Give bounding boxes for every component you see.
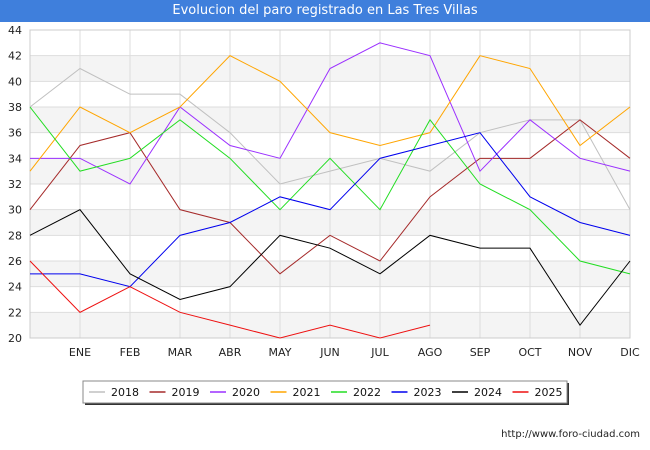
legend-box	[82, 380, 568, 404]
x-tick-label: ENE	[69, 346, 91, 359]
y-tick-label: 34	[8, 152, 22, 165]
x-tick-label: NOV	[568, 346, 593, 359]
series-line-2021	[29, 55, 631, 172]
y-tick-label: 24	[8, 281, 22, 294]
legend-label-2025: 2025	[535, 386, 563, 399]
legend-label-2018: 2018	[111, 386, 139, 399]
series-group	[29, 42, 631, 339]
series-line-2020	[30, 42, 631, 185]
y-tick-label: 36	[8, 127, 22, 140]
x-tick-label: MAR	[168, 346, 193, 359]
y-tick-label: 42	[8, 50, 22, 63]
x-tick-label: OCT	[518, 346, 541, 359]
y-tick-label: 22	[8, 306, 22, 319]
legend-label-2020: 2020	[232, 386, 260, 399]
y-tick-label: 28	[8, 229, 22, 242]
x-tick-label: JUL	[370, 346, 389, 359]
legend-label-2024: 2024	[474, 386, 502, 399]
series-line-2022	[29, 106, 631, 275]
plot-frame	[29, 29, 631, 339]
x-tick-label: ABR	[219, 346, 242, 359]
y-tick-label: 40	[8, 75, 22, 88]
y-tick-label: 30	[8, 204, 22, 217]
legend-label-2021: 2021	[293, 386, 321, 399]
y-axis: 20 22 24 26 28 30 32 34 36 38 40 42 44	[8, 24, 22, 345]
series-line-2024	[29, 209, 631, 327]
x-tick-label: JUN	[319, 346, 340, 359]
legend: 2018 2019 2020 2021 2022 2023 2024 2025	[82, 380, 569, 405]
y-tick-label: 44	[8, 24, 22, 37]
x-axis: ENE FEB MAR ABR MAY JUN JUL AGO SEP OCT NOV DIC	[69, 346, 640, 359]
legend-label-2023: 2023	[414, 386, 442, 399]
x-tick-label: AGO	[418, 346, 443, 359]
x-tick-label: SEP	[470, 346, 491, 359]
series-line-2025	[29, 260, 431, 339]
x-tick-label: DIC	[620, 346, 640, 359]
y-tick-label: 20	[8, 332, 22, 345]
y-tick-label: 38	[8, 101, 22, 114]
x-tick-label: FEB	[120, 346, 141, 359]
legend-label-2019: 2019	[172, 386, 200, 399]
chart-title: Evolucion del paro registrado en Las Tre…	[0, 0, 650, 22]
y-tick-label: 32	[8, 178, 22, 191]
y-tick-label: 26	[8, 255, 22, 268]
footer-url[interactable]: http://www.foro-ciudad.com	[501, 429, 640, 440]
x-tick-label: MAY	[269, 346, 292, 359]
legend-label-2022: 2022	[353, 386, 381, 399]
